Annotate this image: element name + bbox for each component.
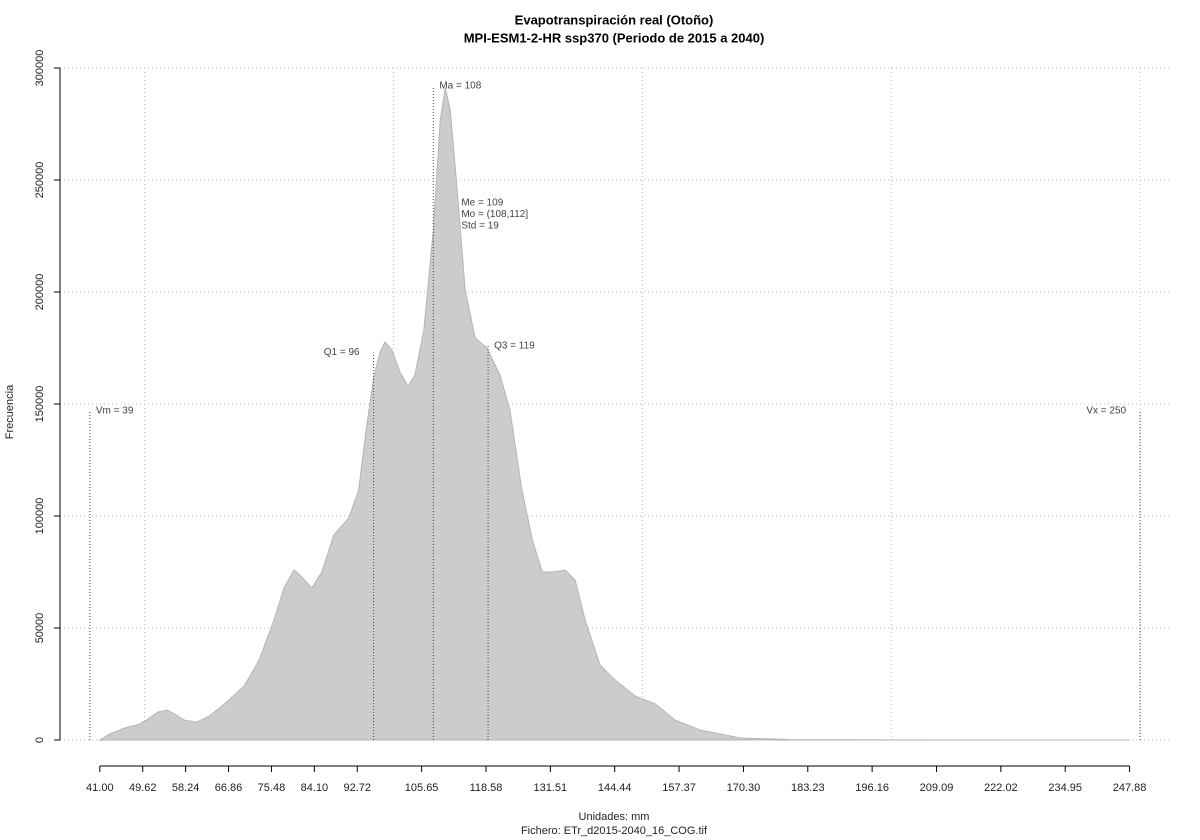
annotation-label: Vx = 250 bbox=[1086, 405, 1126, 416]
x-tick-label: 157.37 bbox=[662, 782, 696, 794]
x-tick-label: 247.88 bbox=[1113, 782, 1147, 794]
x-tick-label: 92.72 bbox=[343, 782, 371, 794]
x-tick-label: 105.65 bbox=[405, 782, 439, 794]
x-tick-label: 222.02 bbox=[984, 782, 1018, 794]
annotation-label: Q1 = 96 bbox=[324, 347, 360, 358]
x-tick-label: 183.23 bbox=[791, 782, 825, 794]
chart-title: Evapotranspiración real (Otoño) bbox=[515, 12, 714, 27]
y-tick-label: 200000 bbox=[34, 274, 46, 311]
x-tick-label: 144.44 bbox=[598, 782, 632, 794]
x-tick-label: 196.16 bbox=[855, 782, 889, 794]
x-tick-label: 75.48 bbox=[258, 782, 286, 794]
x-tick-label: 170.30 bbox=[727, 782, 761, 794]
y-axis-label: Frecuencia bbox=[4, 384, 16, 439]
y-tick-label: 50000 bbox=[34, 613, 46, 644]
annotation-label: Ma = 108 bbox=[439, 81, 481, 92]
x-tick-label: 118.58 bbox=[470, 782, 503, 794]
stat-label: Mo = (108,112] bbox=[461, 209, 528, 220]
x-axis-label: Unidades: mm bbox=[579, 811, 650, 823]
x-tick-label: 84.10 bbox=[301, 782, 329, 794]
x-tick-label: 49.62 bbox=[129, 782, 157, 794]
y-tick-label: 100000 bbox=[34, 498, 46, 535]
x-tick-label: 66.86 bbox=[215, 782, 243, 794]
y-tick-label: 250000 bbox=[34, 162, 46, 199]
x-tick-label: 234.95 bbox=[1048, 782, 1082, 794]
density-area bbox=[98, 87, 1130, 741]
y-tick-label: 300000 bbox=[34, 50, 46, 87]
y-tick-label: 150000 bbox=[34, 386, 46, 423]
x-tick-label: 58.24 bbox=[172, 782, 200, 794]
x-tick-label: 41.00 bbox=[86, 782, 114, 794]
annotation-label: Q3 = 119 bbox=[494, 340, 535, 351]
x-tick-label: 209.09 bbox=[920, 782, 954, 794]
stat-label: Me = 109 bbox=[461, 198, 503, 209]
caption: Fichero: ETr_d2015-2040_16_COG.tif bbox=[521, 825, 708, 837]
chart-subtitle: MPI-ESM1-2-HR ssp370 (Periodo de 2015 a … bbox=[464, 30, 765, 45]
x-tick-label: 131.51 bbox=[534, 782, 568, 794]
stat-label: Std = 19 bbox=[461, 221, 499, 232]
annotation-label: Vm = 39 bbox=[96, 405, 134, 416]
y-tick-label: 0 bbox=[34, 737, 46, 743]
